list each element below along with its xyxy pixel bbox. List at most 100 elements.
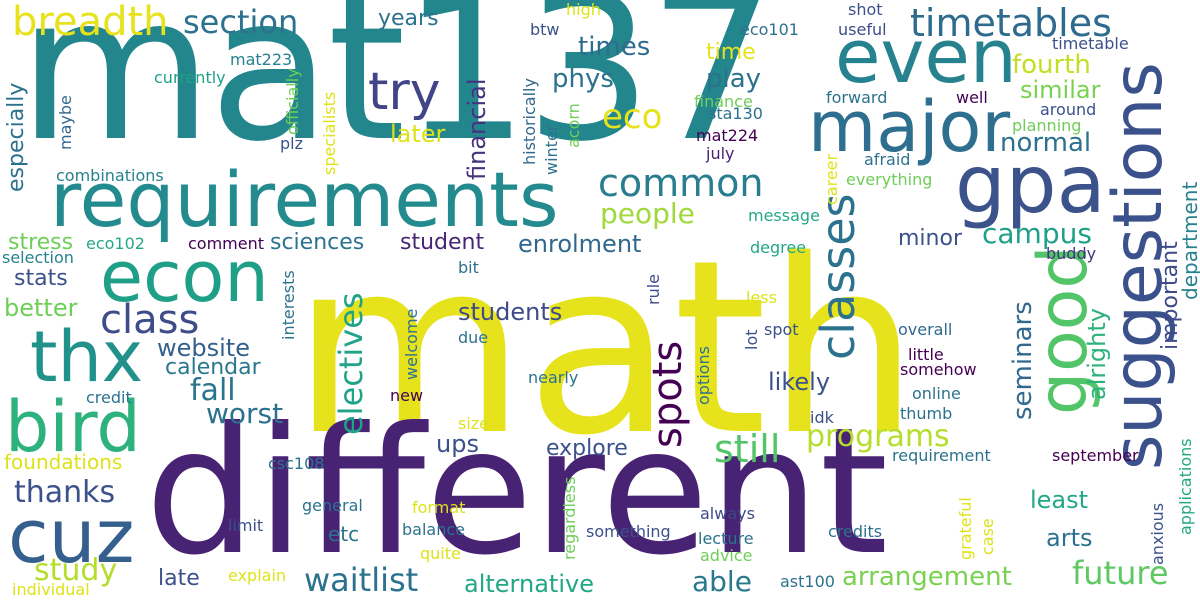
word: quite: [420, 544, 461, 563]
word: study: [34, 553, 118, 588]
word: people: [600, 197, 695, 230]
word: timetable: [1052, 34, 1129, 53]
word: electives: [332, 292, 370, 435]
word: mat223: [230, 50, 293, 69]
word: years: [378, 6, 439, 31]
word: forward: [826, 88, 888, 107]
word: comment: [188, 234, 265, 253]
word: advice: [700, 546, 753, 565]
word: credits: [828, 522, 883, 541]
word: overall: [898, 320, 953, 339]
word: around: [1040, 100, 1097, 119]
word: timetables: [910, 1, 1112, 45]
word: fourth: [1012, 50, 1091, 80]
word: eco: [602, 97, 663, 137]
word: welcome: [402, 308, 421, 380]
word: explore: [546, 436, 628, 461]
word: thumb: [900, 404, 953, 423]
word: fall: [190, 373, 236, 408]
word: new: [390, 386, 424, 405]
word: common: [598, 161, 764, 205]
word: options: [694, 346, 713, 405]
word: students: [458, 298, 563, 326]
word: size: [458, 414, 490, 433]
word: stress: [8, 230, 74, 255]
word: buddy: [1046, 244, 1097, 263]
word: classes: [811, 193, 865, 360]
word: cuz: [8, 494, 135, 580]
word: eco101: [740, 20, 799, 39]
word: phys: [552, 64, 614, 94]
word: play: [706, 64, 762, 94]
word: btw: [530, 20, 560, 39]
word: arts: [1046, 524, 1093, 552]
word: limit: [228, 516, 264, 535]
word: message: [748, 206, 820, 225]
word: better: [4, 294, 78, 322]
word: september: [1052, 446, 1139, 465]
word: degree: [750, 238, 807, 257]
word: least: [1030, 486, 1089, 514]
word: normal: [1000, 128, 1092, 158]
word: something: [586, 522, 671, 541]
word: lot: [742, 329, 761, 350]
word: requirements: [50, 155, 559, 244]
word: july: [706, 144, 735, 163]
word: sta130: [708, 104, 763, 123]
word: able: [692, 565, 752, 598]
word: waitlist: [304, 561, 419, 599]
word: arrangement: [842, 562, 1012, 592]
word: minor: [898, 226, 962, 251]
word: requirement: [892, 446, 991, 465]
word: similar: [1020, 76, 1101, 104]
word: thx: [30, 316, 144, 398]
word: high: [566, 0, 601, 19]
word: balance: [402, 520, 465, 539]
word: winter: [542, 124, 561, 175]
word: idk: [810, 408, 834, 427]
word: acorn: [564, 103, 583, 148]
word: alternative: [464, 570, 594, 598]
word: times: [578, 32, 651, 62]
word: interests: [279, 270, 298, 340]
word: mat224: [696, 126, 759, 145]
word: specialists: [320, 91, 339, 175]
word: officially: [283, 68, 302, 135]
word: spot: [764, 320, 799, 339]
word: due: [458, 328, 489, 347]
word: major: [808, 86, 1011, 168]
word: finance: [694, 92, 753, 111]
word: sciences: [270, 230, 365, 255]
word: always: [700, 504, 755, 523]
word: eco102: [86, 234, 145, 253]
word: late: [158, 566, 200, 591]
word: etc: [328, 522, 360, 546]
word: bit: [458, 258, 479, 277]
word: try: [368, 62, 441, 122]
word: plz: [280, 134, 303, 153]
word: likely: [768, 368, 831, 396]
word: somehow: [900, 360, 977, 379]
word: maybe: [56, 95, 75, 150]
word: ups: [436, 430, 479, 458]
word: still: [714, 427, 781, 471]
word: shot: [848, 0, 883, 19]
word: general: [302, 496, 363, 515]
word: spots: [645, 340, 691, 448]
word: even: [835, 14, 1017, 100]
word: grateful: [956, 497, 975, 560]
word: format: [412, 498, 466, 517]
word: calendar: [165, 355, 261, 380]
word: campus: [982, 217, 1092, 250]
word: bird: [5, 386, 141, 468]
word: gpa: [955, 138, 1106, 231]
word: little: [908, 345, 944, 364]
word: website: [157, 334, 250, 362]
word: combinations: [56, 166, 164, 185]
word: case: [978, 518, 997, 555]
word: alrighty: [1083, 308, 1111, 400]
word: lecture: [698, 529, 754, 548]
word: financial: [463, 78, 491, 180]
word: math: [292, 208, 920, 488]
